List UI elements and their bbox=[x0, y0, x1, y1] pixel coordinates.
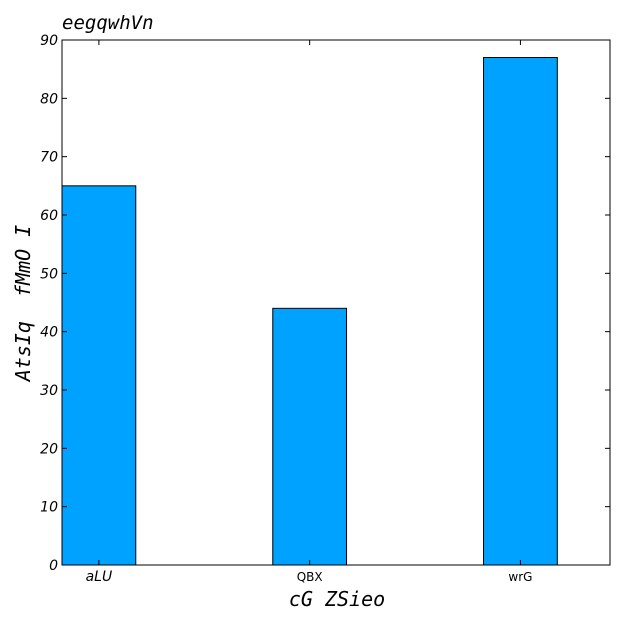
x-tick-label: wrG bbox=[508, 570, 532, 584]
y-tick-label: 50 bbox=[40, 266, 58, 282]
y-tick-label: 40 bbox=[40, 325, 58, 341]
chart-title: eegqwhVn bbox=[62, 12, 154, 34]
y-tick-label: 70 bbox=[40, 150, 58, 166]
y-tick-label: 0 bbox=[49, 558, 58, 574]
y-tick-label: 30 bbox=[40, 383, 58, 399]
x-axis-ticks: aLU QBX wrG bbox=[86, 40, 532, 585]
x-axis-label: cG ZSieo bbox=[289, 587, 385, 611]
bars-group bbox=[61, 57, 558, 566]
y-axis-ticks: 0 10 20 30 40 50 60 70 80 90 bbox=[40, 33, 610, 574]
plot-frame bbox=[61, 39, 611, 566]
y-tick-label: 80 bbox=[40, 91, 58, 107]
bar-aLU bbox=[61, 185, 137, 566]
bar-QBX bbox=[272, 307, 348, 566]
y-tick-label: 10 bbox=[40, 500, 58, 516]
y-tick-label: 60 bbox=[40, 208, 58, 224]
y-axis-label: AtsIq fMmO I bbox=[11, 225, 35, 384]
x-tick-label: aLU bbox=[86, 569, 113, 585]
bar-wrG bbox=[483, 57, 558, 566]
y-tick-label: 90 bbox=[40, 33, 58, 49]
y-tick-label: 20 bbox=[40, 441, 58, 457]
x-tick-label: QBX bbox=[297, 570, 323, 584]
